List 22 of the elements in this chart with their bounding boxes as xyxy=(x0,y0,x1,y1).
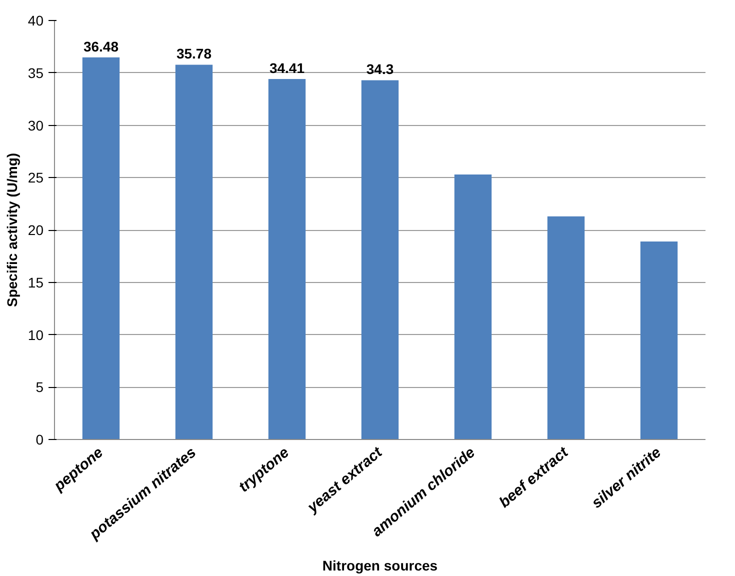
y-tick-label: 5 xyxy=(36,379,44,396)
data-label: 34.3 xyxy=(366,61,394,78)
bar xyxy=(268,79,306,440)
y-tick-label: 0 xyxy=(36,432,44,448)
bar xyxy=(547,216,585,440)
data-label: 36.48 xyxy=(83,38,119,54)
y-tick-label: 20 xyxy=(28,222,44,238)
data-label: 35.78 xyxy=(176,46,212,62)
y-tick-label: 35 xyxy=(28,64,44,81)
y-axis-title: Specific activity (U/mg) xyxy=(4,152,20,308)
y-tick-label: 40 xyxy=(28,12,44,28)
bar xyxy=(361,80,399,440)
bar xyxy=(640,242,678,440)
y-tick-label: 15 xyxy=(28,274,44,290)
x-axis-title: Nitrogen sources xyxy=(322,557,438,574)
y-tick-label: 25 xyxy=(28,170,44,186)
bar xyxy=(82,57,120,440)
bar xyxy=(175,64,213,440)
bar xyxy=(454,174,492,440)
y-tick-label: 30 xyxy=(28,117,44,134)
y-tick-label: 10 xyxy=(28,326,44,343)
data-label: 34.41 xyxy=(269,60,305,76)
